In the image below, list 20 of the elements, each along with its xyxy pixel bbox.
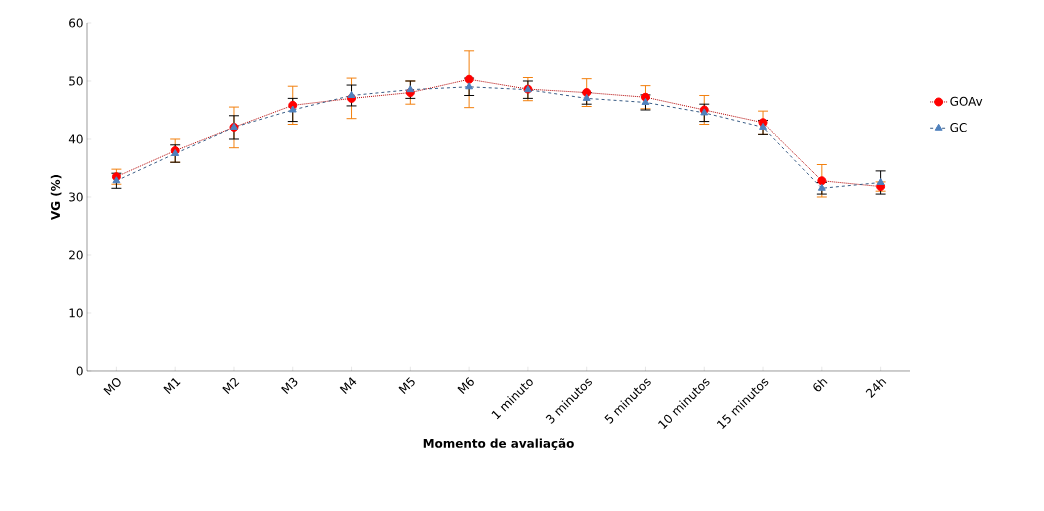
x-tick-label: 24h [865, 379, 887, 398]
x-tick-label: M2 [222, 377, 240, 395]
legend-label: GOAv [950, 96, 983, 106]
y-tick-label: 20 [69, 250, 83, 260]
x-axis-title: Momento de avaliação [423, 438, 574, 450]
y-tick-label: 0 [76, 366, 83, 376]
y-tick-label: 30 [69, 192, 83, 202]
x-tick-label: M3 [281, 377, 298, 395]
legend-label: GC [950, 123, 967, 133]
x-tick-label: M5 [398, 377, 415, 394]
y-tick-label: 10 [69, 308, 83, 318]
y-tick-label: 60 [69, 18, 83, 28]
x-tick-label: M1 [163, 378, 181, 394]
y-tick-label: 40 [68, 134, 83, 144]
x-tick-label: M6 [457, 377, 474, 395]
x-tick-label: M4 [339, 377, 357, 394]
x-tick-label: 6h [813, 379, 828, 392]
y-tick-label: 50 [69, 76, 83, 86]
y-axis-title: VG (%) [50, 174, 62, 220]
x-tick-label: MO [103, 378, 121, 396]
